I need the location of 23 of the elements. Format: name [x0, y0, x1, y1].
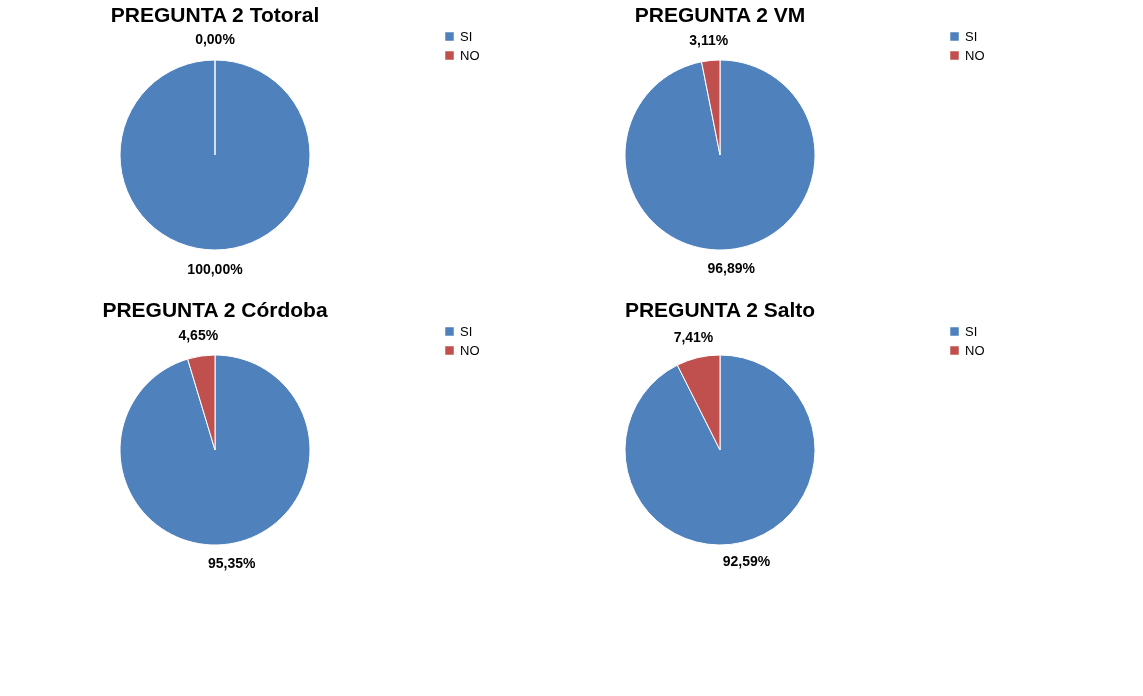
legend-label: NO: [460, 47, 480, 63]
legend-label: SI: [965, 323, 978, 339]
pie-slice: [119, 354, 311, 546]
pie-slice: [624, 354, 816, 546]
chart-title: PREGUNTA 2 Córdoba: [102, 298, 328, 321]
legend-label: SI: [965, 28, 978, 44]
data-label: 95,35%: [208, 554, 257, 571]
data-label: 100,00%: [187, 261, 244, 277]
data-label: 96,89%: [707, 260, 756, 277]
chart-title: PREGUNTA 2 Totoral: [110, 3, 320, 26]
data-label: 7,41%: [673, 329, 714, 346]
data-label: 92,59%: [722, 552, 771, 569]
legend-label: NO: [460, 342, 480, 358]
legend-label: SI: [460, 323, 473, 339]
chart-title: PREGUNTA 2 VM: [634, 3, 806, 26]
data-label: 3,11%: [689, 31, 729, 48]
text: 0,00%: [195, 31, 235, 47]
data-label: 4,65%: [178, 327, 219, 344]
chart-title: PREGUNTA 2 Salto: [624, 298, 816, 321]
pie-slice: [624, 59, 816, 251]
legend-label: NO: [965, 342, 985, 358]
legend-label: NO: [965, 47, 985, 63]
legend-label: SI: [460, 28, 473, 44]
